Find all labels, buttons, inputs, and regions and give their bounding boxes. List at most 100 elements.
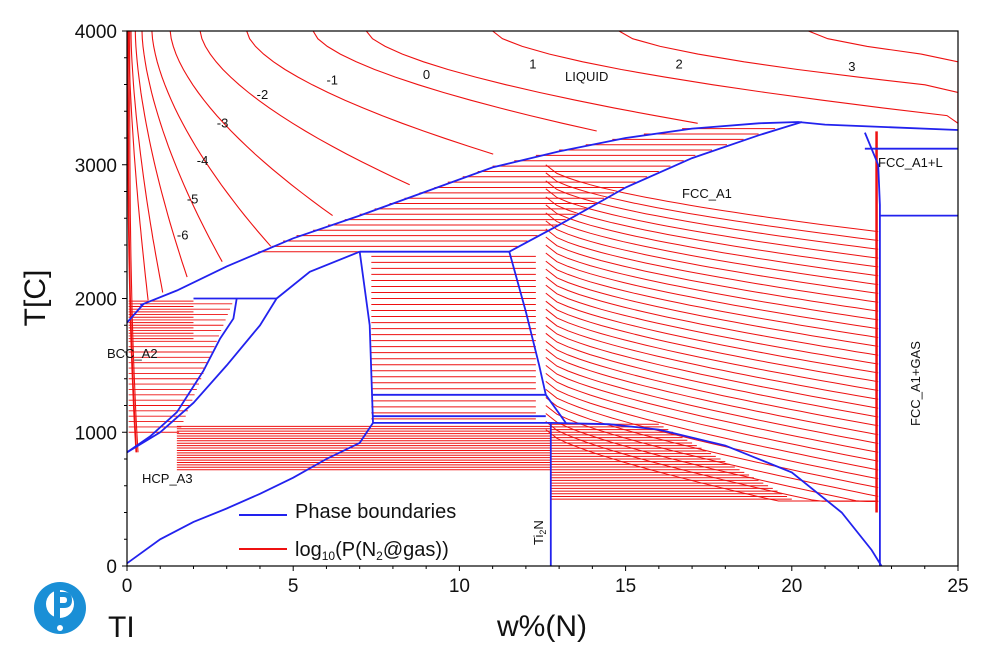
phase-boundary: [127, 298, 238, 454]
phase-label-bcc: BCC_A2: [107, 346, 158, 361]
x-axis-label: w%(N): [496, 610, 587, 643]
isobar-curve: [545, 292, 879, 374]
logo-dot-icon: [57, 625, 63, 631]
x-axis: 0 5 10 15 20 25: [122, 566, 969, 597]
isobar-curve: [545, 397, 879, 489]
isobar-curve: [312, 31, 597, 132]
isobar-curve: [127, 31, 138, 453]
phase-boundary: [508, 251, 547, 395]
isobar-curve: [545, 405, 879, 497]
x-tick-label: 20: [781, 576, 802, 597]
isobar-curve: [545, 204, 879, 277]
isobar-curve: [130, 31, 164, 293]
isobar-label: 3: [848, 59, 855, 74]
isobar-curve: [545, 413, 879, 502]
isobar-label: -6: [177, 228, 189, 243]
logo-p-counter-icon: [60, 597, 67, 603]
legend-label-phase: Phase boundaries: [295, 501, 456, 523]
isobar-label: -3: [217, 115, 229, 130]
isobar-curve: [492, 31, 958, 124]
isobar-curve: [545, 252, 879, 330]
isobar-curve: [545, 228, 879, 303]
phase-boundary: [373, 422, 883, 566]
isobar-label: -2: [257, 87, 269, 102]
isobar-curve: [545, 373, 879, 462]
isobar-curve: [545, 300, 879, 383]
isobar-curve: [545, 164, 879, 233]
phase-labels: LIQUID FCC_A1 FCC_A1+L FCC_A1+GAS BCC_A2…: [107, 69, 943, 545]
phase-boundary: [358, 251, 374, 423]
phase-boundary: [127, 250, 361, 454]
isobar-curve: [545, 348, 879, 436]
isobar-label: 0: [423, 67, 430, 82]
isobar-curve: [169, 31, 333, 217]
isobar-curve: [545, 212, 879, 286]
isobar-curve: [151, 31, 272, 247]
phase-label-fcc: FCC_A1: [682, 186, 732, 201]
x-tick-label: 15: [615, 576, 636, 597]
isobar-curve: [545, 244, 879, 321]
isobar-label: -4: [197, 153, 209, 168]
y-tick-label: 2000: [75, 290, 117, 311]
isobar-curve: [545, 284, 879, 365]
phase-boundary: [139, 121, 958, 307]
isobar-curve: [545, 180, 879, 250]
isobar-curve: [365, 31, 698, 124]
isobar-curve: [545, 268, 879, 347]
isobar-curve: [141, 31, 223, 262]
x-tick-label: 0: [122, 576, 133, 597]
isobar-label: 1: [529, 56, 536, 71]
isobar-curve: [545, 357, 879, 444]
brand-logo: [34, 582, 86, 634]
isobar-label: -5: [187, 192, 199, 207]
isobar-curve: [246, 31, 494, 155]
isobar-curve: [545, 260, 879, 339]
legend: Phase boundaries log10(P(N2@gas)): [239, 501, 456, 563]
isobar-curve: [545, 365, 879, 453]
isobar-curve: [545, 172, 879, 241]
isobar-curve: [545, 308, 879, 391]
isobar-curve: [545, 324, 879, 409]
isobar-curve: [545, 429, 879, 502]
isobar-curve: [545, 188, 879, 259]
phase-boundary: [127, 303, 145, 324]
phase-label-fcc-l: FCC_A1+L: [878, 155, 943, 170]
y-tick-label: 1000: [75, 423, 117, 444]
phase-label-ti2n: Ti2N: [531, 520, 548, 545]
phase-label-liquid: LIQUID: [565, 69, 608, 84]
isobar-curve: [808, 31, 958, 124]
phase-boundary-lines: [127, 121, 958, 566]
isobar-curve: [545, 332, 879, 418]
y-tick-label: 4000: [75, 22, 117, 43]
isobar-label: -1: [326, 73, 338, 88]
phase-label-fcc-gas: FCC_A1+GAS: [908, 341, 923, 426]
isobar-labels: 3 2 1 0 -1 -2 -3 -4 -5 -6: [177, 56, 856, 242]
phase-label-hcp: HCP_A3: [142, 471, 193, 486]
isobar-curve: [545, 220, 879, 294]
phase-boundary: [127, 422, 374, 565]
isobar-curve: [127, 31, 137, 453]
isobar-curve: [545, 340, 879, 427]
isobar-curve: [545, 196, 879, 268]
element-label: TI: [108, 611, 135, 644]
isobar-curve: [134, 31, 188, 278]
phase-boundary: [545, 394, 567, 424]
isobar-curve: [545, 381, 879, 471]
tie-lines: [128, 128, 958, 513]
isobar-curve: [545, 316, 879, 400]
y-tick-label: 3000: [75, 156, 117, 177]
isobar-curve: [545, 389, 879, 480]
legend-label-isobar: log10(P(N2@gas)): [295, 539, 449, 563]
isobar-curve: [199, 31, 410, 186]
y-axis-label: T[C]: [19, 270, 52, 327]
x-tick-label: 5: [288, 576, 299, 597]
phase-boundary: [508, 121, 803, 253]
isobar-lines: [127, 31, 958, 453]
isobar-curve: [545, 236, 879, 312]
x-tick-label: 10: [449, 576, 470, 597]
y-tick-label: 0: [106, 557, 117, 578]
isobar-curve: [618, 31, 958, 124]
x-tick-label: 25: [947, 576, 968, 597]
